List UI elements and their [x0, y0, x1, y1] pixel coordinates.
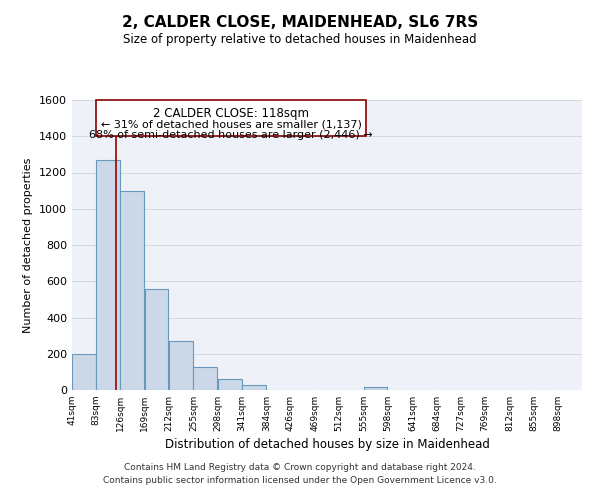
Bar — [96, 160, 119, 390]
Text: 2 CALDER CLOSE: 118sqm: 2 CALDER CLOSE: 118sqm — [153, 106, 309, 120]
Text: Contains HM Land Registry data © Crown copyright and database right 2024.: Contains HM Land Registry data © Crown c… — [124, 464, 476, 472]
Bar — [145, 290, 169, 390]
Y-axis label: Number of detached properties: Number of detached properties — [23, 158, 34, 332]
Bar — [193, 368, 217, 390]
Bar — [120, 190, 144, 390]
Bar — [169, 341, 193, 390]
X-axis label: Distribution of detached houses by size in Maidenhead: Distribution of detached houses by size … — [164, 438, 490, 451]
Bar — [218, 379, 242, 390]
Bar — [242, 384, 266, 390]
Text: Contains public sector information licensed under the Open Government Licence v3: Contains public sector information licen… — [103, 476, 497, 485]
Text: 68% of semi-detached houses are larger (2,446) →: 68% of semi-detached houses are larger (… — [89, 130, 373, 140]
Text: Size of property relative to detached houses in Maidenhead: Size of property relative to detached ho… — [123, 32, 477, 46]
Text: 2, CALDER CLOSE, MAIDENHEAD, SL6 7RS: 2, CALDER CLOSE, MAIDENHEAD, SL6 7RS — [122, 15, 478, 30]
Bar — [72, 354, 96, 390]
Bar — [364, 388, 388, 390]
Text: ← 31% of detached houses are smaller (1,137): ← 31% of detached houses are smaller (1,… — [101, 119, 362, 129]
